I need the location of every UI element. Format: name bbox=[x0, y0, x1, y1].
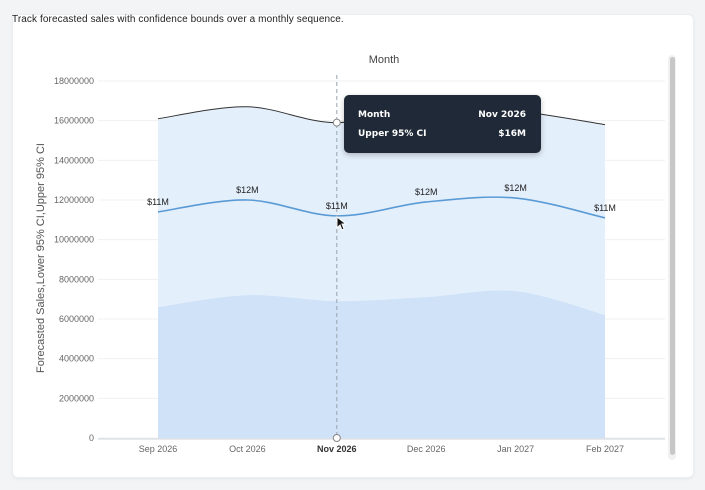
y-tick-label: 18000000 bbox=[54, 76, 94, 86]
data-label: $11M bbox=[147, 197, 169, 207]
scrollbar-thumb[interactable] bbox=[670, 57, 675, 455]
data-label: $12M bbox=[415, 187, 438, 197]
tooltip-upper-ci-label: Upper 95% CI bbox=[358, 129, 427, 139]
y-tick-label: 10000000 bbox=[54, 235, 94, 245]
y-tick-label: 0 bbox=[89, 433, 94, 443]
y-tick-label: 12000000 bbox=[54, 195, 94, 205]
hover-point-marker bbox=[332, 118, 341, 127]
chart-tooltip: Month Nov 2026 Upper 95% CI $16M bbox=[344, 95, 541, 153]
x-tick-label: Nov 2026 bbox=[317, 444, 357, 454]
forecast-line bbox=[157, 196, 606, 219]
data-label: $12M bbox=[504, 183, 527, 193]
lower-ci-area bbox=[158, 290, 605, 438]
y-tick-label: 8000000 bbox=[59, 274, 94, 284]
x-tick-label: Feb 2027 bbox=[586, 444, 624, 454]
x-tick-label: Jan 2027 bbox=[497, 444, 534, 454]
x-tick-label: Dec 2026 bbox=[407, 444, 446, 454]
x-tick-label: Sep 2026 bbox=[139, 444, 178, 454]
data-label: $11M bbox=[594, 203, 616, 213]
y-tick-label: 16000000 bbox=[54, 116, 94, 126]
x-tick-label: Oct 2026 bbox=[229, 444, 266, 454]
hover-axis-marker bbox=[332, 434, 341, 442]
chart-description: Track forecasted sales with confidence b… bbox=[12, 14, 344, 25]
y-tick-label: 4000000 bbox=[59, 354, 94, 364]
tooltip-month-value: Nov 2026 bbox=[478, 110, 526, 120]
mouse-pointer-icon bbox=[336, 216, 348, 231]
y-tick-label: 2000000 bbox=[59, 393, 94, 403]
y-tick-label: 14000000 bbox=[54, 155, 94, 165]
tooltip-upper-ci-value: $16M bbox=[498, 129, 526, 139]
data-label: $11M bbox=[326, 201, 348, 211]
y-axis-title: Forecasted Sales,Lower 95% CI,Upper 95% … bbox=[35, 143, 47, 373]
chart-title: Month bbox=[369, 54, 400, 66]
tooltip-month-label: Month bbox=[358, 110, 391, 120]
data-label: $12M bbox=[236, 185, 259, 195]
y-tick-label: 6000000 bbox=[59, 314, 94, 324]
